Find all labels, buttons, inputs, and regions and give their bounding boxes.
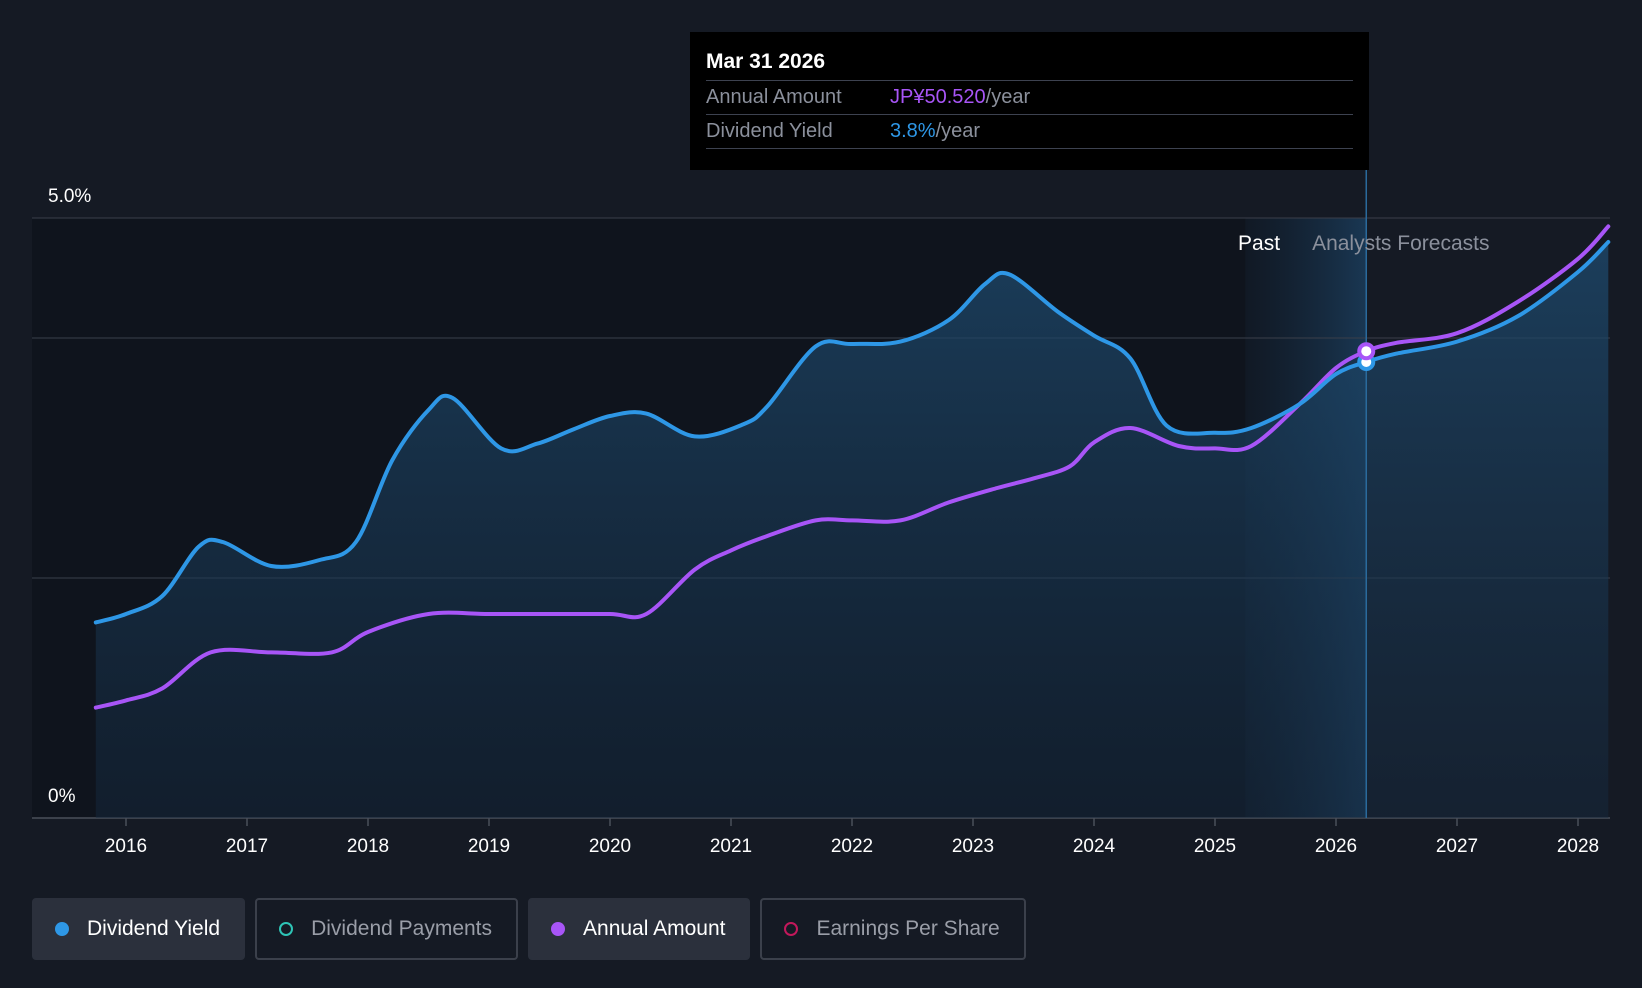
legend-annual-amount-button[interactable]: Annual Amount [528,898,751,960]
legend-label: Dividend Payments [311,917,493,940]
legend-label: Earnings Per Share [816,917,1000,940]
legend-dividend-yield-button[interactable]: Dividend Yield [32,898,246,960]
annual-amount-marker[interactable] [1357,342,1376,361]
x-axis-tick-label: 2017 [226,836,268,857]
dividend-yield-line [93,240,1611,625]
legend-label: Dividend Yield [87,917,221,940]
x-axis-tick-label: 2018 [347,836,389,857]
past-region-label: Past [1238,232,1280,255]
tooltip-unit: /year [985,86,1031,108]
x-axis-tick-label: 2025 [1194,836,1236,857]
tooltip-value-annual-amount: JP¥50.520 [890,86,986,108]
tooltip-row-dividend-yield: Dividend Yield 3.8% /year [706,115,1353,149]
y-axis-tick-label: 0% [48,786,76,807]
legend-dot-icon [55,922,69,936]
tooltip-row-annual-amount: Annual Amount JP¥50.520 /year [706,81,1353,115]
forecast-region-label: Analysts Forecasts [1312,232,1489,255]
x-axis-tick-label: 2026 [1315,836,1357,857]
tooltip-date: Mar 31 2026 [706,46,1353,81]
legend-earnings-per-share-button[interactable]: Earnings Per Share [760,898,1026,960]
x-axis-tick-label: 2022 [831,836,873,857]
legend-dividend-payments-button[interactable]: Dividend Payments [255,898,519,960]
chart-tooltip: Mar 31 2026 Annual Amount JP¥50.520 /yea… [690,32,1369,170]
x-axis-tick-label: 2024 [1073,836,1116,857]
tooltip-label: Annual Amount [706,86,842,108]
annual-amount-line [93,224,1611,710]
dividend-yield-area [95,242,1609,818]
legend-label: Annual Amount [583,917,726,940]
x-axis-tick-label: 2027 [1436,836,1478,857]
x-axis-tick-label: 2028 [1557,836,1599,857]
chart-legend: Dividend Yield Dividend Payments Annual … [32,898,1026,960]
x-axis-tick-label: 2020 [589,836,631,857]
legend-dot-icon [279,922,294,936]
x-axis-tick-label: 2019 [468,836,510,857]
legend-dot-icon [551,922,566,936]
tooltip-value-dividend-yield: 3.8% [890,120,936,142]
legend-dot-icon [784,922,799,936]
x-axis-tick-label: 2021 [710,836,752,857]
tooltip-label: Dividend Yield [706,120,833,142]
x-axis-tick-label: 2023 [952,836,994,857]
tooltip-unit: /year [935,120,981,142]
x-axis-tick-label: 2016 [105,836,147,857]
y-axis-tick-label: 5.0% [48,186,91,207]
